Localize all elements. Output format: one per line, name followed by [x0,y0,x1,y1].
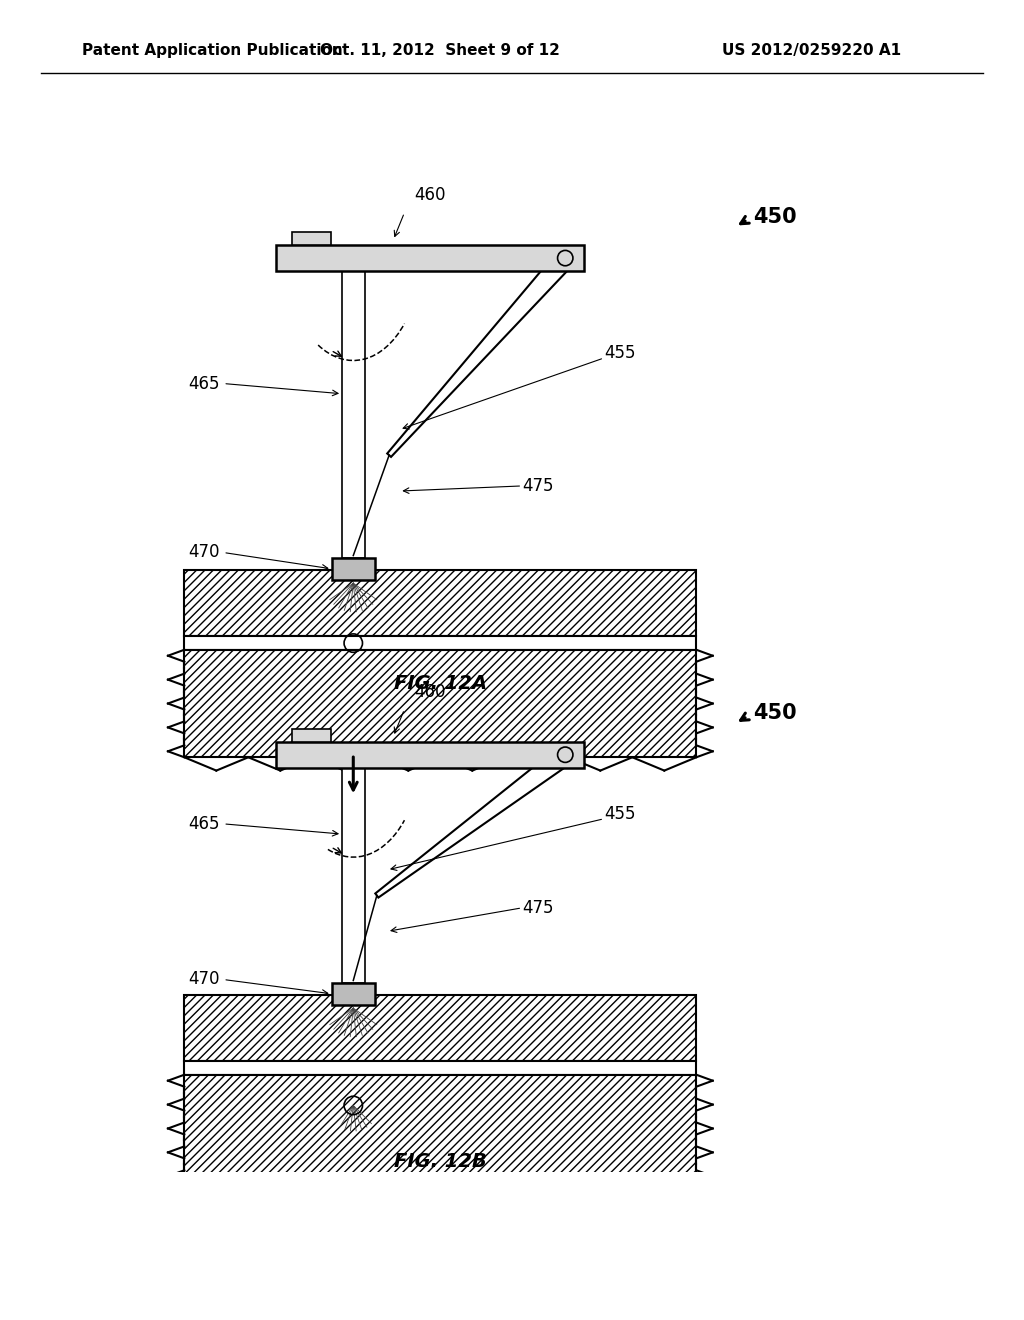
Bar [332,557,375,579]
Text: FIG. 12A: FIG. 12A [394,675,486,693]
Text: 455: 455 [604,343,636,362]
Text: 475: 475 [522,477,554,495]
Bar [342,767,365,982]
Bar [342,271,365,557]
Text: 450: 450 [753,207,797,227]
Text: FIG. 12B: FIG. 12B [394,1152,486,1171]
Polygon shape [387,251,572,457]
Bar [292,232,331,246]
Bar [276,246,584,271]
Bar [184,1061,696,1074]
Text: Patent Application Publication: Patent Application Publication [82,42,343,58]
Bar [292,729,331,742]
Text: Oct. 11, 2012  Sheet 9 of 12: Oct. 11, 2012 Sheet 9 of 12 [321,42,560,58]
Bar [276,742,584,767]
Text: 460: 460 [415,682,446,701]
Text: 475: 475 [522,899,554,917]
Text: 465: 465 [188,375,220,392]
Text: 455: 455 [604,805,636,822]
Text: 470: 470 [188,970,220,989]
Bar [184,649,696,758]
Text: US 2012/0259220 A1: US 2012/0259220 A1 [722,42,901,58]
Bar [332,982,375,1005]
Polygon shape [376,747,571,898]
Bar [184,570,696,636]
Bar [184,1074,696,1183]
Text: 460: 460 [415,186,446,205]
Bar [184,995,696,1061]
Text: 450: 450 [753,704,797,723]
Text: 470: 470 [188,544,220,561]
Text: 465: 465 [188,814,220,833]
Bar [184,636,696,649]
